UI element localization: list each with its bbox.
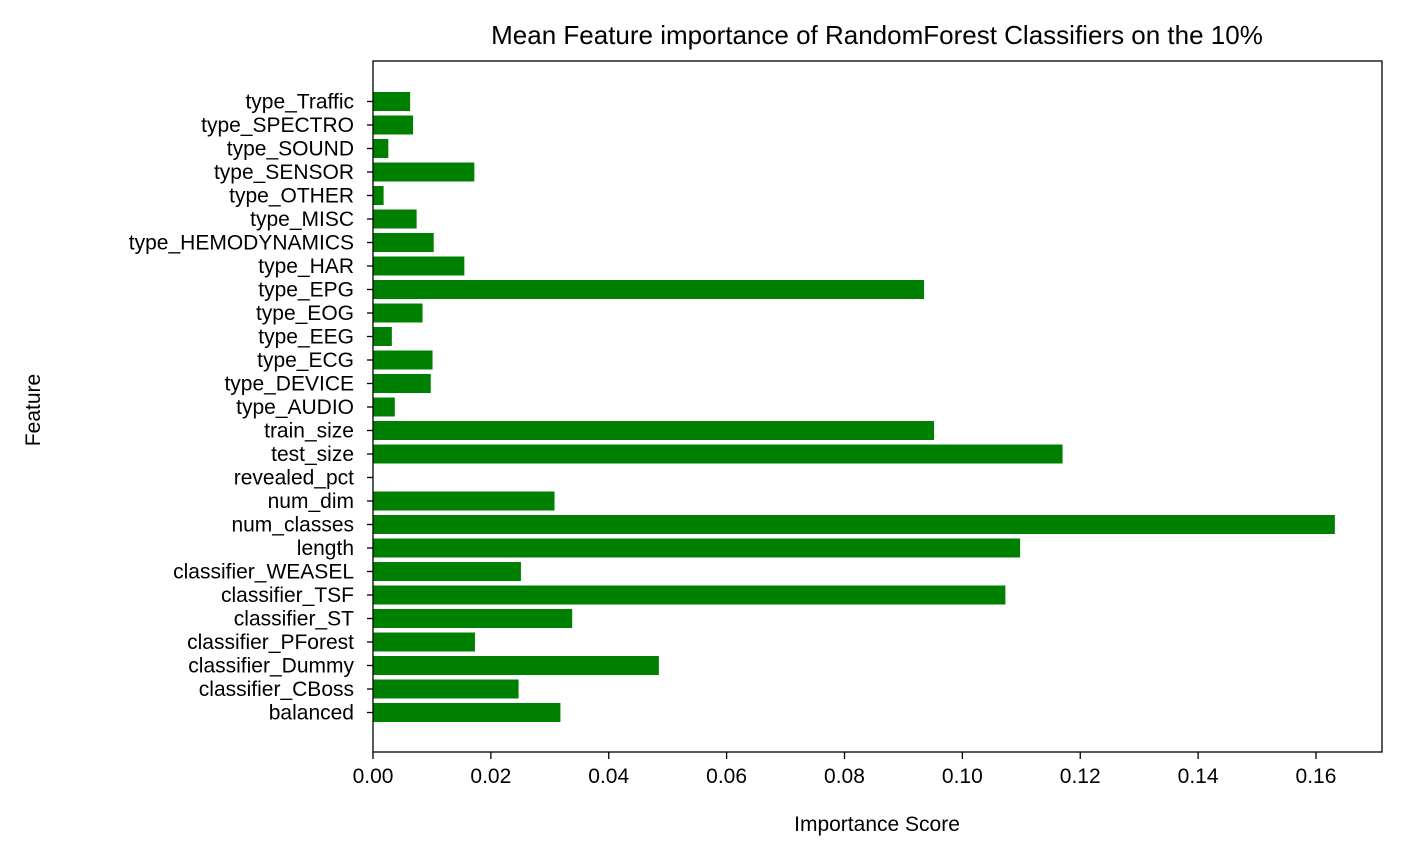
bar: [373, 703, 561, 722]
bar: [373, 162, 475, 182]
x-tick-label: 0.16: [1296, 765, 1337, 788]
plot-frame: [372, 60, 1383, 753]
chart-title: Mean Feature importance of RandomForest …: [491, 20, 1263, 50]
bar: [373, 115, 414, 135]
y-tick-label: classifier_PForest: [187, 631, 354, 654]
y-tick-label: type_SPECTRO: [201, 114, 354, 137]
bar: [373, 139, 389, 158]
y-tick-label: classifier_CBoss: [199, 678, 354, 701]
y-tick-label: classifier_WEASEL: [173, 561, 354, 584]
bar: [373, 233, 434, 252]
y-tick-label: balanced: [269, 702, 354, 725]
y-tick-label: test_size: [271, 443, 354, 466]
bar: [373, 92, 411, 111]
bar: [373, 679, 519, 699]
x-tick-label: 0.04: [588, 765, 629, 788]
y-tick-label: length: [297, 537, 354, 560]
bar: [373, 186, 384, 205]
bar: [373, 327, 392, 346]
bar: [373, 491, 555, 511]
y-tick-label: type_DEVICE: [224, 373, 354, 396]
y-tick-label: type_EEG: [258, 326, 354, 349]
y-tick-label: num_classes: [231, 514, 354, 537]
bar: [373, 515, 1335, 534]
bar: [373, 256, 465, 276]
y-tick-label: type_ECG: [257, 349, 354, 372]
y-tick-label: type_SOUND: [227, 138, 354, 161]
y-tick-label: classifier_Dummy: [188, 655, 354, 678]
y-tick-label: type_HEMODYNAMICS: [129, 232, 354, 255]
y-tick-label: type_MISC: [250, 208, 354, 231]
y-tick-label: train_size: [264, 420, 354, 443]
bars: [373, 92, 1335, 722]
x-tick-label: 0.02: [470, 765, 511, 788]
bar: [373, 303, 423, 323]
y-tick-label: type_EPG: [258, 279, 354, 302]
y-ticks: balancedclassifier_CBossclassifier_Dummy…: [129, 91, 373, 725]
bar: [373, 538, 1021, 558]
y-tick-label: type_AUDIO: [236, 396, 354, 419]
bar: [373, 632, 475, 652]
x-tick-label: 0.06: [706, 765, 747, 788]
x-tick-label: 0.12: [1060, 765, 1101, 788]
bar: [373, 280, 925, 299]
bar: [373, 562, 521, 581]
bar: [373, 444, 1063, 464]
x-tick-label: 0.10: [942, 765, 983, 788]
x-tick-label: 0.08: [824, 765, 865, 788]
y-tick-label: classifier_ST: [234, 608, 354, 631]
bar: [373, 585, 1006, 605]
x-tick-label: 0.14: [1178, 765, 1219, 788]
x-ticks: 0.00 0.02 0.04 0.06 0.08 0.10 0.12 0.14 0.16: [353, 752, 1337, 788]
y-tick-label: revealed_pct: [234, 467, 354, 490]
y-tick-label: type_Traffic: [245, 91, 354, 114]
bar: [373, 656, 659, 675]
y-tick-label: classifier_TSF: [221, 584, 354, 607]
bar: [373, 209, 417, 229]
y-tick-label: num_dim: [268, 490, 354, 513]
y-tick-label: type_OTHER: [229, 185, 354, 208]
x-tick-label: 0.00: [353, 765, 394, 788]
y-tick-label: type_HAR: [258, 255, 354, 278]
bar: [373, 350, 433, 370]
bar: [373, 397, 395, 417]
x-axis-label: Importance Score: [794, 813, 960, 836]
y-tick-label: type_SENSOR: [214, 161, 354, 184]
bar: [373, 374, 431, 393]
y-tick-label: type_EOG: [256, 302, 354, 325]
bar: [373, 609, 573, 628]
bar: [373, 421, 935, 440]
y-axis-label: Feature: [22, 374, 45, 446]
